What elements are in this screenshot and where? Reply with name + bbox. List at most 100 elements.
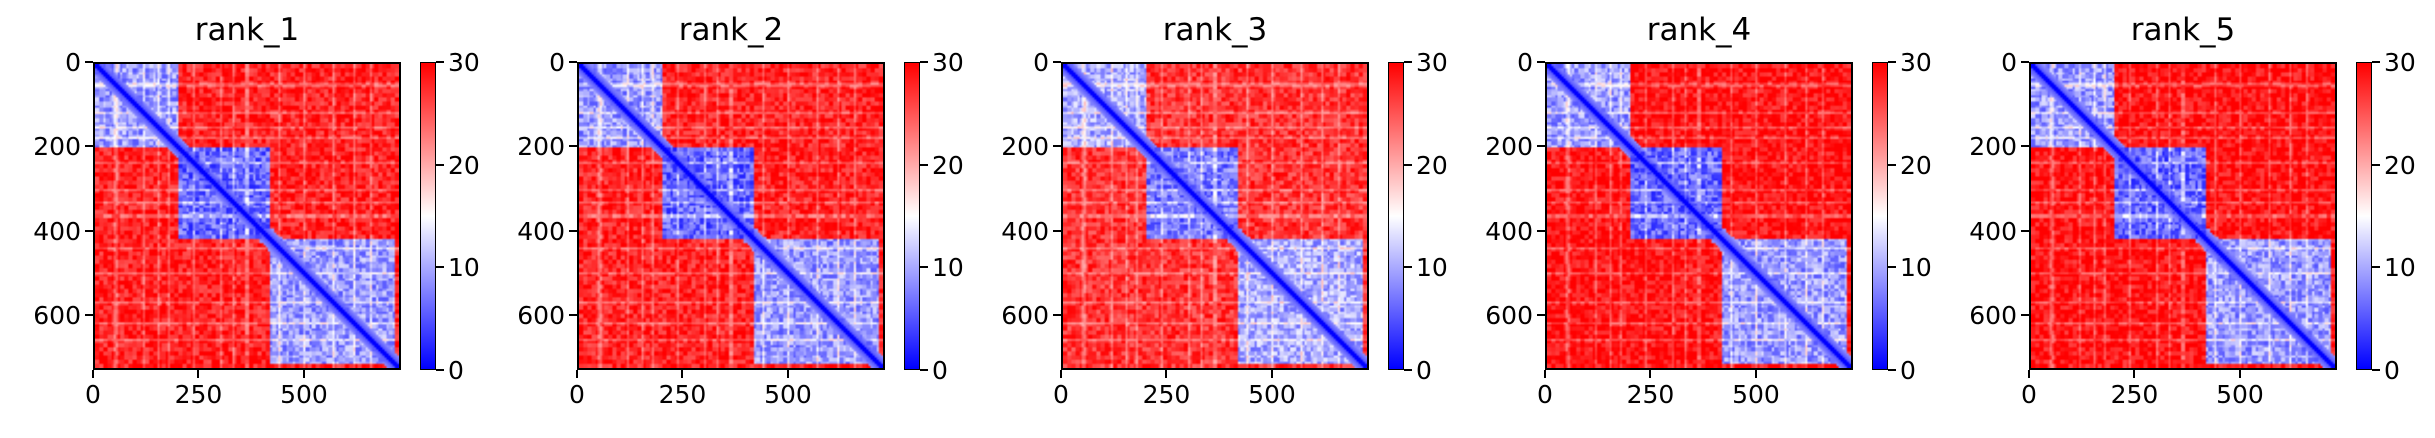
y-tick (1053, 145, 1061, 148)
colorbar-tick-label: 0 (1416, 356, 1432, 385)
colorbar-tick-label: 30 (1900, 48, 1932, 77)
y-tick-label: 600 (517, 301, 565, 331)
colorbar-tick (920, 266, 928, 269)
colorbar-tick (2372, 266, 2380, 269)
x-tick (1060, 370, 1062, 378)
colorbar-tick (1888, 61, 1896, 63)
colorbar-tick-label: 10 (1416, 253, 1448, 283)
colorbar-tick (1404, 163, 1412, 166)
colorbar-tick (1888, 369, 1896, 371)
colorbar-tick (920, 163, 928, 166)
y-tick (2021, 314, 2029, 317)
x-tick-label: 500 (764, 380, 812, 409)
colorbar-tick (2372, 61, 2380, 63)
colorbar-tick (2372, 369, 2380, 371)
y-tick (1537, 61, 1545, 63)
colorbar-tick-label: 30 (1416, 48, 1448, 77)
colorbar-tick (436, 163, 444, 166)
colorbar-tick-label: 20 (932, 150, 964, 180)
x-tick-label: 250 (1626, 380, 1675, 409)
colorbar-tick-label: 0 (2384, 356, 2400, 385)
colorbar-tick-label: 0 (1900, 356, 1916, 385)
y-tick (85, 314, 93, 317)
y-tick-label: 600 (1969, 301, 2017, 331)
colorbar-tick-label: 10 (932, 253, 964, 283)
colorbar-tick-label: 0 (932, 356, 948, 385)
heatmap (577, 62, 885, 370)
colorbar-tick-label: 20 (448, 150, 480, 180)
colorbar (2356, 62, 2372, 370)
x-tick-label: 0 (2021, 380, 2037, 409)
y-tick-label: 600 (1001, 301, 1049, 331)
y-tick-label: 400 (1485, 216, 1533, 246)
colorbar (1872, 62, 1888, 370)
x-tick (302, 370, 305, 378)
colorbar-tick-label: 30 (448, 48, 480, 77)
heatmap (1545, 62, 1853, 370)
y-tick (1053, 61, 1061, 63)
y-tick (1537, 229, 1545, 232)
x-tick (1754, 370, 1757, 378)
x-tick (576, 370, 578, 378)
x-tick (1165, 370, 1168, 378)
chart-panel-2: rank_2 0 250 500 0 200 400 600 0 10 20 30 (484, 0, 964, 438)
x-tick (681, 370, 684, 378)
colorbar-tick-label: 20 (1900, 150, 1932, 180)
chart-panel-5: rank_5 0 250 500 0 200 400 600 0 10 20 30 (1936, 0, 2416, 438)
colorbar-tick (920, 369, 928, 371)
y-tick-label: 200 (517, 132, 565, 162)
colorbar-tick (436, 266, 444, 269)
heatmap (2029, 62, 2337, 370)
x-tick-label: 500 (1732, 380, 1780, 409)
colorbar (1388, 62, 1404, 370)
colorbar-tick-label: 20 (1416, 150, 1448, 180)
colorbar (420, 62, 436, 370)
x-tick-label: 500 (2216, 380, 2264, 409)
heatmap (93, 62, 401, 370)
x-tick (2028, 370, 2030, 378)
y-tick-label: 200 (1001, 132, 1049, 162)
y-tick-label: 400 (517, 216, 565, 246)
chart-title: rank_2 (678, 12, 784, 48)
x-tick (1544, 370, 1546, 378)
colorbar-tick-label: 30 (932, 48, 964, 77)
y-tick-label: 0 (65, 48, 81, 77)
x-tick (786, 370, 789, 378)
colorbar-tick-label: 0 (448, 356, 464, 385)
y-tick (85, 229, 93, 232)
y-tick-label: 200 (1969, 132, 2017, 162)
colorbar-tick (436, 369, 444, 371)
colorbar-tick (1888, 163, 1896, 166)
colorbar-tick-label: 20 (2384, 150, 2416, 180)
x-tick-label: 500 (280, 380, 328, 409)
y-tick (2021, 229, 2029, 232)
x-tick (1270, 370, 1273, 378)
y-tick (569, 314, 577, 317)
x-tick-label: 250 (658, 380, 707, 409)
colorbar-tick (436, 61, 444, 63)
chart-panel-1: rank_1 0 250 500 0 200 400 600 0 10 20 30 (0, 0, 480, 438)
heatmap-image (95, 64, 399, 368)
y-tick-label: 0 (1517, 48, 1533, 77)
heatmap (1061, 62, 1369, 370)
colorbar-tick (1404, 61, 1412, 63)
y-tick (2021, 145, 2029, 148)
y-tick (569, 61, 577, 63)
x-tick-label: 0 (1053, 380, 1069, 409)
y-tick (2021, 61, 2029, 63)
y-tick-label: 200 (1485, 132, 1533, 162)
colorbar-tick (2372, 163, 2380, 166)
colorbar-tick (1404, 266, 1412, 269)
x-tick-label: 0 (569, 380, 585, 409)
x-tick (2133, 370, 2136, 378)
x-tick-label: 0 (1537, 380, 1553, 409)
y-tick-label: 600 (33, 301, 81, 331)
x-tick (92, 370, 94, 378)
x-tick (2238, 370, 2241, 378)
x-tick-label: 250 (1142, 380, 1191, 409)
colorbar-tick-label: 10 (1900, 253, 1932, 283)
y-tick-label: 600 (1485, 301, 1533, 331)
colorbar-tick-label: 10 (448, 253, 480, 283)
heatmap-image (2031, 64, 2335, 368)
